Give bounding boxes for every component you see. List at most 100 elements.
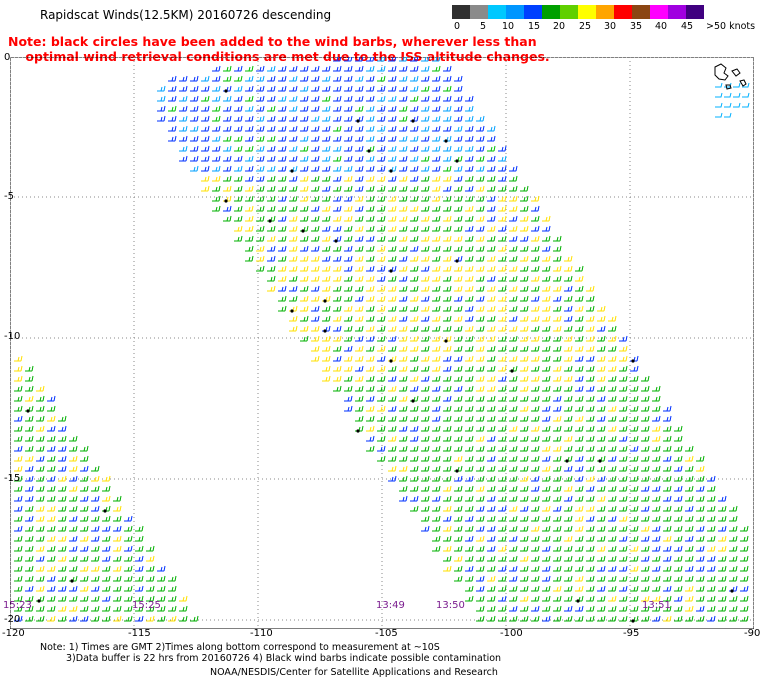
wind-barb bbox=[36, 475, 45, 482]
wind-barb bbox=[553, 365, 562, 372]
wind-barb bbox=[542, 475, 551, 482]
wind-barb bbox=[333, 375, 342, 382]
wind-barb bbox=[25, 375, 34, 382]
wind-barb bbox=[487, 435, 496, 442]
wind-barb bbox=[542, 495, 551, 502]
wind-barb bbox=[564, 475, 573, 482]
wind-barb bbox=[399, 185, 408, 192]
wind-barb bbox=[267, 175, 276, 182]
wind-barb bbox=[14, 565, 23, 572]
wind-barb bbox=[278, 215, 287, 222]
wind-barb bbox=[586, 325, 595, 332]
wind-barb bbox=[487, 325, 496, 332]
wind-barb bbox=[278, 155, 287, 162]
wind-barb bbox=[498, 535, 507, 542]
lon-label: -95 bbox=[623, 628, 640, 639]
wind-barb bbox=[542, 335, 551, 342]
wind-barb bbox=[465, 105, 474, 112]
wind-barb bbox=[278, 235, 287, 242]
wind-barb bbox=[476, 245, 485, 252]
wind-barb bbox=[454, 325, 463, 332]
wind-barb bbox=[509, 355, 518, 362]
wind-barb bbox=[344, 235, 353, 242]
wind-barb bbox=[432, 115, 441, 122]
wind-barb bbox=[355, 125, 364, 132]
wind-barb bbox=[531, 605, 540, 612]
wind-barb bbox=[454, 125, 463, 132]
wind-barb bbox=[36, 615, 45, 622]
wind-barb bbox=[509, 535, 518, 542]
legend-swatch bbox=[560, 5, 578, 19]
wind-barb bbox=[267, 85, 276, 92]
wind-barb bbox=[278, 165, 287, 172]
wind-barb bbox=[80, 495, 89, 502]
wind-barb bbox=[597, 375, 606, 382]
wind-barb bbox=[564, 355, 573, 362]
wind-barb bbox=[267, 75, 276, 82]
wind-barb bbox=[289, 135, 298, 142]
wind-barb bbox=[564, 575, 573, 582]
wind-barb bbox=[344, 365, 353, 372]
wind-barb bbox=[443, 405, 452, 412]
wind-barb bbox=[542, 225, 551, 232]
wind-barb bbox=[146, 575, 155, 582]
wind-barb bbox=[14, 475, 23, 482]
wind-barb bbox=[575, 535, 584, 542]
wind-barb bbox=[509, 575, 518, 582]
wind-barb bbox=[388, 195, 397, 202]
wind-barb bbox=[366, 335, 375, 342]
wind-barb bbox=[641, 595, 650, 602]
wind-barb bbox=[564, 555, 573, 562]
wind-barb bbox=[399, 455, 408, 462]
wind-barb bbox=[509, 295, 518, 302]
wind-barb bbox=[608, 395, 617, 402]
wind-barb bbox=[718, 525, 727, 532]
wind-barb bbox=[498, 175, 507, 182]
wind-barb bbox=[432, 415, 441, 422]
wind-barb bbox=[421, 115, 430, 122]
wind-barb bbox=[630, 465, 639, 472]
wind-barb bbox=[366, 315, 375, 322]
wind-barb bbox=[124, 615, 133, 622]
wind-barb bbox=[388, 395, 397, 402]
wind-barb bbox=[476, 405, 485, 412]
wind-barb bbox=[333, 85, 342, 92]
wind-barb bbox=[531, 305, 540, 312]
wind-barb bbox=[597, 365, 606, 372]
wind-barb bbox=[69, 555, 78, 562]
wind-barb bbox=[135, 545, 144, 552]
wind-barb bbox=[674, 575, 683, 582]
wind-barb bbox=[630, 485, 639, 492]
wind-barb bbox=[652, 455, 661, 462]
wind-barb bbox=[344, 135, 353, 142]
wind-barb bbox=[487, 605, 496, 612]
wind-barb bbox=[465, 475, 474, 482]
wind-barb bbox=[91, 535, 100, 542]
wind-barb bbox=[80, 535, 89, 542]
wind-barb bbox=[465, 395, 474, 402]
wind-barb bbox=[575, 325, 584, 332]
wind-barb bbox=[58, 545, 67, 552]
wind-barb bbox=[366, 265, 375, 272]
wind-barb bbox=[432, 57, 441, 62]
wind-barb bbox=[179, 595, 188, 602]
wind-barb bbox=[245, 235, 254, 242]
wind-barb bbox=[421, 525, 430, 532]
wind-barb bbox=[102, 615, 111, 622]
wind-barb bbox=[256, 155, 265, 162]
wind-barb bbox=[742, 82, 750, 88]
wind-barb bbox=[388, 135, 397, 142]
contamination-circle bbox=[26, 409, 30, 413]
wind-barb bbox=[619, 615, 628, 622]
wind-barb bbox=[696, 515, 705, 522]
wind-barb bbox=[36, 535, 45, 542]
wind-barb bbox=[355, 245, 364, 252]
wind-barb bbox=[696, 575, 705, 582]
wind-barb bbox=[333, 385, 342, 392]
wind-barb bbox=[531, 415, 540, 422]
wind-barb bbox=[740, 555, 749, 562]
wind-barb bbox=[212, 85, 221, 92]
wind-barb bbox=[652, 385, 661, 392]
wind-barb bbox=[498, 435, 507, 442]
wind-barb bbox=[586, 285, 595, 292]
